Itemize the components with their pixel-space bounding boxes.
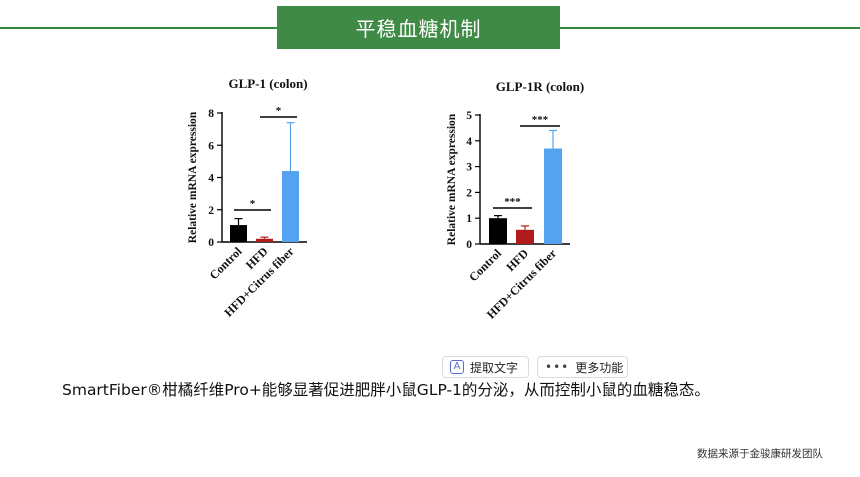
bar [282, 171, 299, 242]
significance-label: *** [532, 114, 549, 126]
y-tick-label: 4 [466, 136, 472, 148]
y-tick-label: 1 [466, 213, 472, 225]
y-tick-label: 2 [466, 187, 472, 199]
bar [256, 238, 273, 242]
page-title: 平稳血糖机制 [277, 6, 560, 49]
more-dots-icon: ••• [545, 360, 570, 374]
more-functions-button[interactable]: ••• 更多功能 [537, 356, 628, 378]
extract-text-button[interactable]: A 提取文字 [442, 356, 529, 378]
y-tick-label: 8 [208, 108, 214, 120]
header-rule-right [560, 27, 860, 29]
x-tick-label: Control [466, 246, 504, 284]
bar [230, 225, 247, 242]
y-tick-label: 4 [208, 173, 214, 185]
header-rule-left [0, 27, 277, 29]
y-tick-label: 5 [466, 110, 472, 122]
y-tick-label: 0 [466, 239, 472, 251]
chart-title: GLP-1R (colon) [496, 79, 584, 94]
bar [489, 218, 507, 244]
extract-text-label: 提取文字 [470, 360, 519, 375]
significance-label: * [250, 198, 256, 210]
caption-text: SmartFiber®柑橘纤维Pro+能够显著促进肥胖小鼠GLP-1的分泌，从而… [62, 381, 710, 399]
y-tick-label: 3 [466, 162, 472, 174]
y-tick-label: 2 [208, 205, 214, 217]
y-tick-label: 0 [208, 237, 214, 249]
bar [516, 229, 534, 244]
more-functions-label: 更多功能 [575, 360, 624, 375]
y-axis-label: Relative mRNA expression [446, 113, 458, 245]
x-tick-label: Control [207, 244, 245, 282]
significance-label: * [276, 105, 282, 117]
y-tick-label: 6 [208, 140, 214, 152]
y-axis-label: Relative mRNA expression [187, 111, 199, 243]
bar [544, 148, 562, 244]
text-extract-icon: A [450, 360, 464, 374]
chart-title: GLP-1 (colon) [228, 76, 307, 91]
significance-label: *** [504, 196, 521, 208]
source-note: 数据来源于金骏康研发团队 [697, 448, 823, 460]
